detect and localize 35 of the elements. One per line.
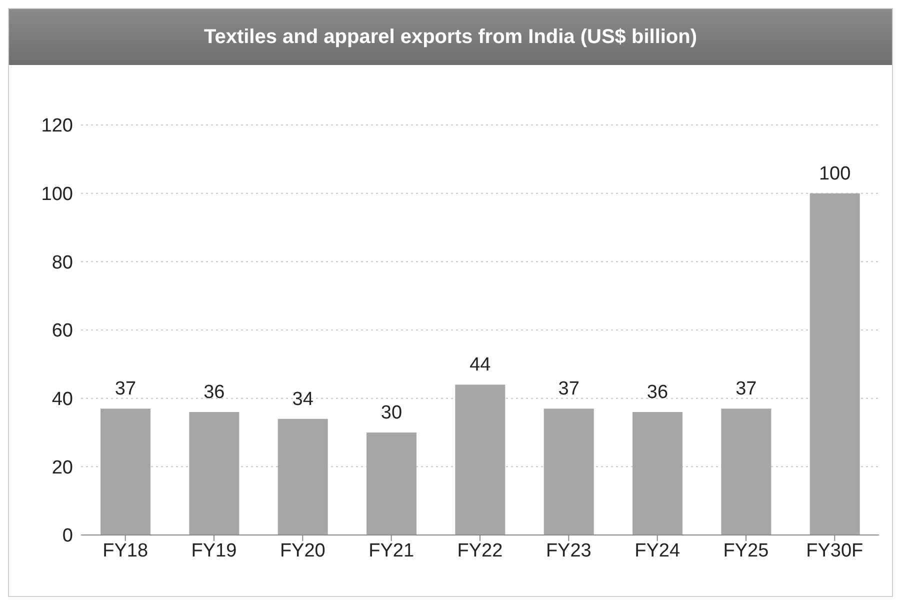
bar (189, 412, 240, 535)
x-tick-label: FY22 (457, 540, 503, 562)
x-tick-label: FY21 (368, 540, 414, 562)
x-tick-label: FY18 (102, 540, 148, 562)
x-tick-label: FY30F (806, 540, 864, 562)
bar (455, 384, 506, 535)
y-tick-label: 100 (41, 184, 73, 206)
bar (632, 412, 683, 535)
x-tick-label: FY19 (191, 540, 237, 562)
x-tick-label: FY25 (723, 540, 769, 562)
data-label: 44 (470, 354, 492, 376)
data-label: 37 (736, 378, 757, 400)
bar (366, 432, 417, 535)
data-label: 36 (646, 382, 668, 403)
data-label: 34 (292, 388, 314, 410)
bar (721, 408, 772, 535)
y-tick-label: 80 (52, 252, 73, 274)
data-label: 100 (818, 163, 851, 184)
data-label: 30 (380, 402, 402, 424)
bar (100, 408, 151, 535)
x-tick-label: FY20 (280, 540, 326, 562)
chart-title: Textiles and apparel exports from India (US$ billion) (9, 9, 892, 65)
x-tick-label: FY23 (546, 540, 592, 562)
y-tick-label: 0 (62, 526, 73, 547)
y-tick-label: 40 (52, 389, 73, 410)
data-label: 37 (114, 378, 136, 400)
y-tick-label: 120 (41, 116, 73, 137)
x-tick-label: FY24 (634, 540, 680, 562)
y-tick-label: 60 (52, 320, 73, 342)
data-label: 36 (204, 382, 225, 403)
bar (544, 408, 594, 535)
bar (810, 193, 860, 535)
y-tick-label: 20 (52, 457, 73, 478)
bar (278, 418, 328, 535)
data-label: 37 (558, 378, 580, 400)
